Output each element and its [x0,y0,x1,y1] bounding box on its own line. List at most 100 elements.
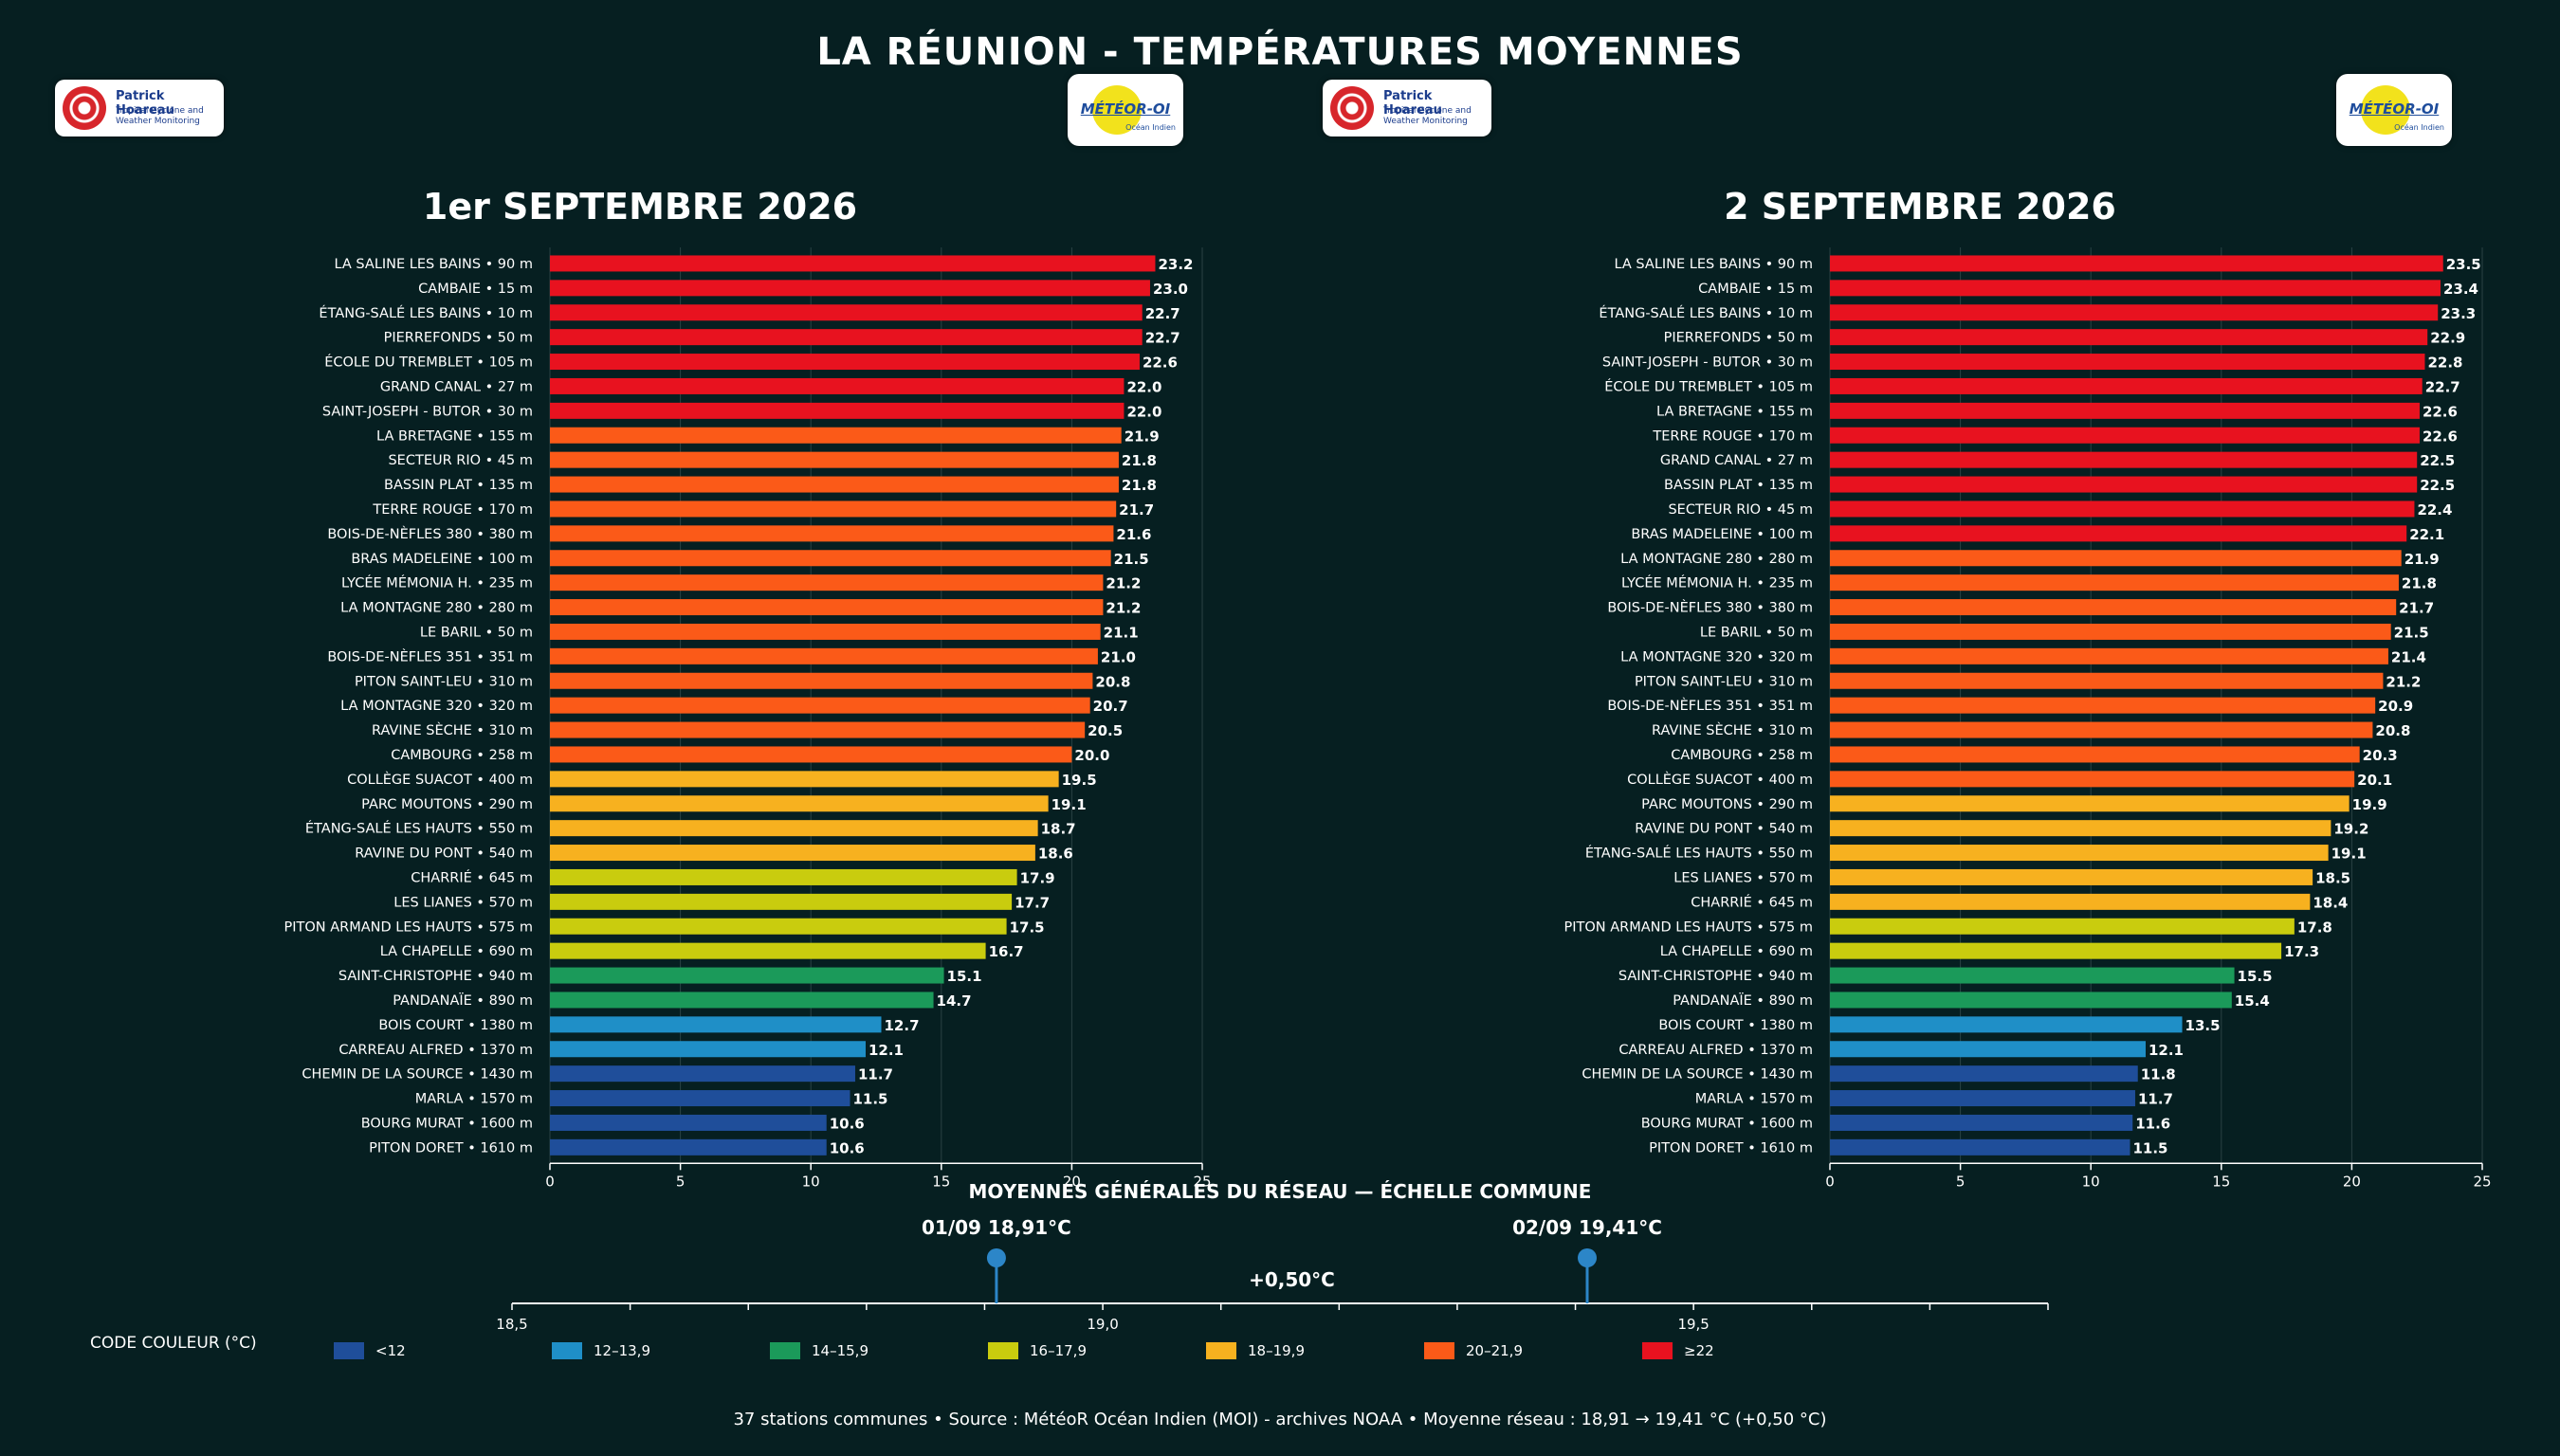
main-title: LA RÉUNION - TEMPÉRATURES MOYENNES [816,30,1744,74]
day1-station-label: GRAND CANAL • 27 m [380,379,533,394]
day1-bar [550,304,1143,321]
day1-value-label: 22.6 [1143,355,1178,372]
day1-bar [550,402,1125,419]
legend-label: 16–17,9 [1030,1342,1087,1359]
day2-bar [1830,1065,2138,1083]
day1-bar [550,795,1049,812]
day1-station-label: RAVINE SÈCHE • 310 m [372,722,533,738]
day1-value-label: 21.2 [1106,600,1141,617]
day1-bar [550,525,1114,542]
day1-station-label: LES LIANES • 570 m [393,895,533,910]
day2-value-label: 21.5 [2394,624,2429,641]
day2-value-label: 22.6 [2423,403,2458,420]
day2-bar [1830,574,2399,592]
day2-value-label: 22.4 [2417,501,2452,519]
day2-value-label: 20.9 [2378,698,2413,715]
day2-station-label: SAINT-JOSEPH - BUTOR • 30 m [1602,355,1813,371]
day1-bar [550,1138,827,1156]
day2-bar [1830,377,2423,394]
day2-value-label: 22.5 [2420,452,2455,469]
legend-swatch [988,1342,1018,1359]
day2-bar [1830,280,2441,297]
day1-station-label: CAMBAIE • 15 m [418,282,533,297]
legend-title: CODE COULEUR (°C) [90,1334,257,1353]
day2-bar [1830,1090,2135,1107]
day2-bar [1830,893,2311,910]
legend-label: <12 [375,1342,406,1359]
day1-bar [550,1065,855,1083]
day1-value-label: 22.7 [1145,330,1180,347]
day2-bar [1830,451,2418,468]
day2-value-label: 11.8 [2141,1066,2176,1083]
day1-value-label: 23.2 [1158,256,1193,273]
day1-station-label: PITON ARMAND LES HAUTS • 575 m [283,919,533,935]
day1-x-tick-label: 5 [676,1173,686,1190]
day1-value-label: 11.7 [858,1066,893,1083]
day1-x-tick-label: 0 [545,1173,555,1190]
day1-value-label: 22.7 [1145,305,1180,322]
day1-station-label: PARC MOUTONS • 290 m [361,797,533,812]
patrick-hoareau-logo: Patrick Hoareau Tropical Cyclone and Weat… [55,80,224,136]
day1-bar [550,746,1072,763]
day1-bar [550,918,1007,935]
day1-value-label: 23.0 [1153,281,1188,298]
day2-bar [1830,255,2443,272]
day2-bar [1830,427,2420,444]
day1-bar [550,771,1059,788]
day2-value-label: 19.2 [2333,821,2368,838]
day1-bar [550,1016,882,1033]
difference-label: +0,50°C [1249,1268,1335,1291]
day2-value-label: 21.8 [2402,575,2437,592]
legend-item: 18–19,9 [1206,1342,1305,1359]
day1-station-label: ÉTANG-SALÉ LES HAUTS • 550 m [305,821,533,837]
day1-bar [550,451,1119,468]
meteor-oi-logo: MÉTÉOR-OI Océan Indien [1068,74,1183,146]
day2-bar [1830,942,2282,959]
day2-bar [1830,500,2415,518]
day2-value-label: 22.8 [2427,355,2462,372]
sun-icon [1092,85,1142,135]
average-label: 02/09 19,41°C [1512,1216,1662,1239]
day1-station-label: LA BRETAGNE • 155 m [376,428,533,444]
day1-station-label: PITON SAINT-LEU • 310 m [355,674,533,689]
day2-station-label: PIERREFONDS • 50 m [1664,331,1813,346]
legend-item: 20–21,9 [1424,1342,1523,1359]
day2-bar [1830,550,2402,567]
day1-x-tick-label: 15 [932,1173,950,1190]
day2-station-label: CAMBAIE • 15 m [1698,282,1813,297]
day1-value-label: 10.6 [830,1139,865,1156]
day1-bar [550,820,1038,837]
day2-station-label: ÉCOLE DU TREMBLET • 105 m [1604,378,1813,394]
day2-bar [1830,967,2235,984]
day2-bar [1830,304,2439,321]
day2-station-label: LA MONTAGNE 280 • 280 m [1620,552,1813,567]
legend-label: ≥22 [1684,1342,1714,1359]
day1-station-label: PIERREFONDS • 50 m [384,331,533,346]
day1-station-label: BOIS COURT • 1380 m [378,1018,533,1033]
day1-value-label: 21.0 [1101,648,1136,665]
day2-bar [1830,402,2420,419]
meteor-oi-logo: MÉTÉOR-OI Océan Indien [2336,74,2452,146]
day1-x-tick-label: 20 [1063,1173,1081,1190]
day1-value-label: 15.1 [947,968,982,985]
day2-station-label: BRAS MADELEINE • 100 m [1631,527,1813,542]
cyclone-icon [63,86,106,130]
network-average-chart: 18,5 19,0 19,5 01/09 18,91°C 02/09 19,41°C +0… [496,1216,2049,1333]
day1-value-label: 11.5 [852,1091,887,1108]
day1-bar [550,280,1150,297]
day2-station-label: LA CHAPELLE • 690 m [1660,944,1813,959]
day1-station-label: MARLA • 1570 m [415,1092,533,1107]
day2-bar [1830,525,2407,542]
day1-value-label: 21.5 [1114,551,1149,568]
day2-station-label: BOIS COURT • 1380 m [1658,1018,1813,1033]
legend-item: <12 [334,1342,406,1359]
day1-value-label: 17.5 [1010,919,1045,936]
legend-label: 14–15,9 [812,1342,869,1359]
day2-bar [1830,329,2428,346]
bar-chart-day1: LA SALINE LES BAINS • 90 m 23.2 CAMBAIE • … [283,247,1212,1190]
day2-station-label: ÉTANG-SALÉ LES BAINS • 10 m [1599,305,1813,321]
day2-station-label: LES LIANES • 570 m [1673,870,1813,885]
day2-value-label: 22.1 [2409,526,2444,543]
day1-bar [550,1041,866,1058]
day2-value-label: 18.5 [2315,869,2350,886]
